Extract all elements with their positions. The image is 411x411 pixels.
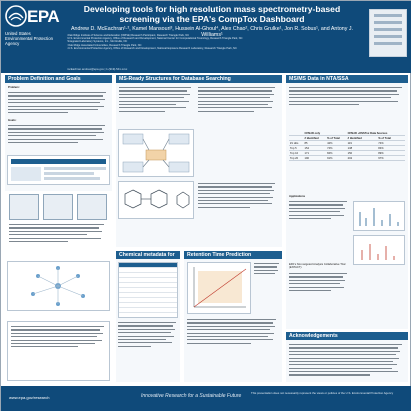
poster-header: EPA United States Environmental Protecti… xyxy=(1,1,411,73)
goals-text-block xyxy=(8,125,108,145)
footer-disclaimer: This presentation does not necessarily r… xyxy=(251,391,394,395)
entact-graphic xyxy=(361,244,395,260)
table-row: Top 5 154 74% 138 84% xyxy=(289,145,405,151)
ms-ms-results-table: CFM-ID only CFM-ID +DSSTox Data Sources … xyxy=(289,131,405,187)
group-header-cfmid-dsstox: CFM-ID +DSSTox Data Sources xyxy=(346,131,405,136)
section-heading-problem: Problem Definition and Goals xyxy=(5,75,112,83)
ms-ready-result-text xyxy=(198,183,278,210)
problem-label: Problem: xyxy=(8,86,20,89)
retention-side-text xyxy=(254,263,280,277)
col-identified: # Identified xyxy=(303,135,327,141)
retention-time-scatter xyxy=(187,262,251,314)
ranking-result-text xyxy=(118,322,178,356)
structure-images xyxy=(118,181,194,219)
goals-label: Goals: xyxy=(8,119,17,122)
col-pct-total: % of Total xyxy=(377,135,405,141)
poster-title: Developing tools for high resolution mas… xyxy=(83,4,341,24)
retention-plot xyxy=(193,267,247,308)
ms-ms-intro-text xyxy=(289,87,405,107)
batch-search-figure xyxy=(9,194,109,254)
ms-ready-intro-text xyxy=(119,87,195,114)
network-graph-figure xyxy=(7,261,110,311)
problem-text-block xyxy=(8,92,108,116)
applications-text xyxy=(289,201,349,221)
affiliation-item: ¹Oak Ridge Institute of Science and Educ… xyxy=(67,34,190,37)
affiliation-item: ²U.S. Environmental Protection Agency, O… xyxy=(67,37,243,41)
entact-heading: EPA's Non-targeted Analysis Collaborativ… xyxy=(289,263,346,270)
table-row: Top 10 171 84% 150 89% xyxy=(289,150,405,156)
structure-graphic xyxy=(124,189,190,209)
spectra-graphic xyxy=(359,208,399,226)
retention-body-text xyxy=(187,319,279,346)
poster-footer: www.epa.gov/research Innovative Research… xyxy=(1,386,411,411)
group-header-cfmid: CFM-ID only xyxy=(303,131,347,136)
acknowledgements-panel xyxy=(286,340,408,382)
section-heading-ms-ms: MS/MS Data in NTA/SSA xyxy=(286,75,408,83)
section-heading-retention-time: Retention Time Prediction xyxy=(184,251,282,259)
dashboard-screenshot-figure xyxy=(7,155,110,185)
ms-ready-description-text xyxy=(198,87,278,114)
applications-heading: Applications xyxy=(289,195,306,198)
entact-text xyxy=(289,273,349,293)
affiliation-item: ⁴Oak Ridge Associated Universities, Rese… xyxy=(67,43,142,47)
dashboard-figure-graphic xyxy=(11,159,106,181)
col-pct-total: % of Total xyxy=(326,135,347,141)
footer-tagline: Innovative Research for a Sustainable Fu… xyxy=(141,393,242,399)
author-list: Andrew D. McEachran¹·², Kamel Mansouri³,… xyxy=(71,26,353,38)
section-heading-ms-ready: MS-Ready Structures for Database Searchi… xyxy=(116,75,282,83)
ranking-table xyxy=(118,262,178,318)
table-row: Top 20 190 91% 202 97% xyxy=(289,155,405,161)
ms-ready-workflow-diagram xyxy=(118,129,194,177)
affiliation-list: ¹Oak Ridge Institute of Science and Educ… xyxy=(67,34,357,50)
col-identified: # Identified xyxy=(346,135,378,141)
network-graph xyxy=(31,266,85,306)
partner-logo xyxy=(369,9,407,57)
ms-ms-figures xyxy=(289,201,405,267)
section-heading-metadata-ranking: Chemical metadata for ranking xyxy=(116,251,180,266)
table-row: #1 Hits 85 42% 119 74% xyxy=(289,140,405,146)
entact-figure xyxy=(353,235,405,265)
agency-name: United States Environmental Protection A… xyxy=(5,31,54,47)
epa-logo-block: EPA United States Environmental Protecti… xyxy=(5,5,63,67)
workflow-graphic xyxy=(122,133,190,173)
spectra-figure xyxy=(353,201,405,231)
graph-check-text xyxy=(7,321,110,381)
acknowledgements-text xyxy=(289,344,405,378)
contact-info: mcEachran.andrew@epa.gov | 1-(919)-541-x… xyxy=(67,67,128,71)
epa-wordmark: EPA xyxy=(27,7,60,26)
section-heading-acknowledgements: Acknowledgements xyxy=(286,332,408,340)
affiliation-item: ³Integrated Laboratory Systems, Inc., Mo… xyxy=(67,40,128,44)
epa-flower-icon xyxy=(5,5,27,27)
footer-url[interactable]: www.epa.gov/research xyxy=(9,395,50,400)
affiliation-item: ⁵U.S. Environmental Protection Agency, O… xyxy=(67,46,237,50)
